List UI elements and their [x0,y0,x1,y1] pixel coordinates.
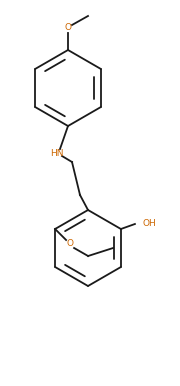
Text: O: O [64,24,71,32]
Text: O: O [67,239,74,249]
Text: OH: OH [143,220,157,229]
Text: HN: HN [50,149,64,159]
